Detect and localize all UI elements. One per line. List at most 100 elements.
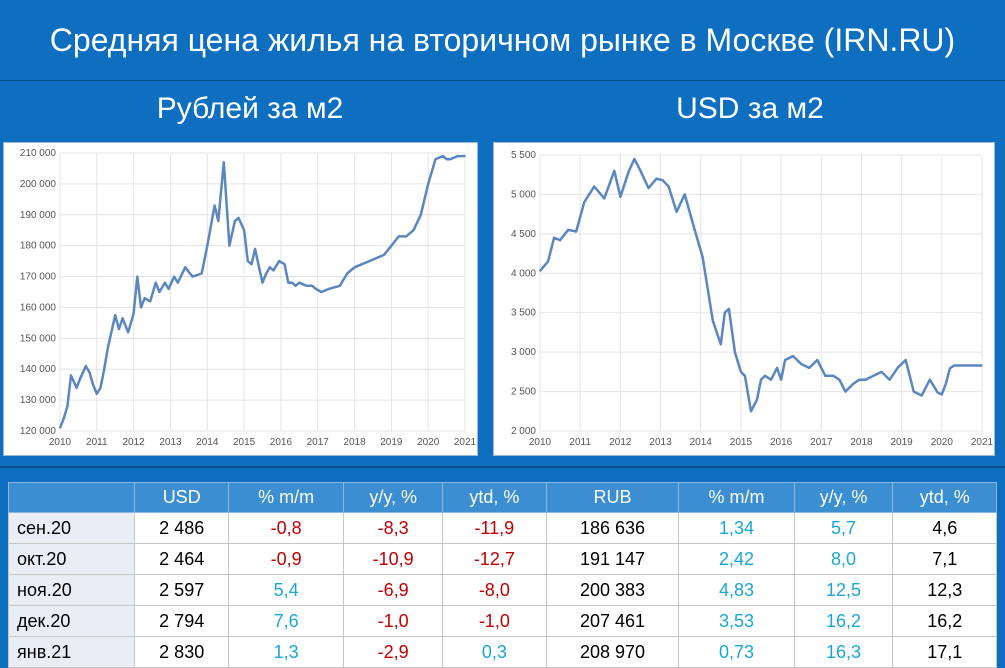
data-point — [639, 170, 642, 172]
data-point — [269, 266, 271, 269]
table-cell: 0,73 — [678, 636, 795, 668]
x-tick-label: 2011 — [86, 437, 108, 448]
data-point — [315, 288, 317, 290]
y-tick-label: 210 000 — [20, 148, 57, 159]
data-point — [464, 155, 466, 157]
data-point — [114, 314, 116, 316]
data-point — [633, 158, 636, 160]
data-point — [375, 257, 378, 259]
table-cell: -11,9 — [442, 512, 547, 544]
table-cell: 207 461 — [545, 605, 680, 637]
table-cell: 200 383 — [545, 574, 680, 606]
data-point — [420, 214, 422, 216]
data-point — [92, 383, 94, 386]
data-point — [963, 364, 965, 367]
data-point — [816, 359, 819, 361]
data-point — [346, 272, 349, 275]
data-point — [734, 351, 736, 353]
table-cell: 2 464 — [134, 543, 230, 575]
data-point — [434, 158, 437, 160]
table-cell: 186 636 — [545, 512, 680, 544]
data-point — [912, 390, 915, 393]
x-tick-label: 2014 — [196, 437, 219, 448]
data-point — [728, 308, 730, 310]
data-point — [740, 371, 742, 373]
data-point — [164, 281, 166, 284]
data-point — [941, 393, 943, 396]
data-point — [655, 177, 658, 180]
data-point — [675, 211, 678, 213]
data-point — [792, 355, 794, 357]
data-point — [683, 193, 686, 196]
table-cell: -0,8 — [228, 512, 345, 544]
table-cell: 2 830 — [134, 636, 230, 668]
data-point — [154, 281, 157, 284]
subtitle-usd: USD за м2 — [676, 92, 824, 125]
data-point — [405, 235, 407, 238]
data-point — [896, 367, 899, 369]
y-tick-label: 150 000 — [20, 333, 57, 344]
x-tick-label: 2020 — [931, 437, 954, 448]
data-point — [361, 263, 363, 265]
data-point — [234, 220, 236, 222]
data-point — [320, 291, 323, 293]
table-row: янв.21 2 830 1,3 -2,9 0,3 208 970 0,73 16,3 17,1 — [7, 636, 997, 668]
x-tick-label: 2014 — [690, 437, 713, 448]
data-point — [237, 217, 240, 219]
data-point — [339, 285, 341, 287]
data-point — [427, 183, 430, 185]
table-cell: 7,1 — [892, 543, 997, 575]
data-point — [784, 359, 786, 361]
data-point — [575, 230, 577, 233]
data-point — [66, 405, 69, 408]
page-title: Средняя цена жилья на вторичном рынке в … — [0, 0, 1005, 81]
table-header-cell: % m/m — [678, 482, 795, 513]
data-point — [250, 263, 253, 265]
x-tick-label: 2017 — [307, 437, 330, 448]
data-point — [311, 285, 314, 287]
data-point — [158, 291, 161, 293]
section-divider — [0, 466, 1005, 468]
data-point — [838, 378, 841, 381]
data-point — [553, 237, 555, 239]
data-point — [567, 229, 569, 231]
data-point — [368, 260, 371, 262]
series-line — [539, 157, 982, 413]
x-tick-label: 2018 — [850, 437, 873, 448]
x-tick-label: 2019 — [891, 437, 914, 448]
data-point — [969, 364, 971, 367]
table-body: сен.20 2 486 -0,8 -8,3 -11,9 186 636 1,34 5,7 4,… — [7, 512, 997, 668]
x-tick-label: 2010 — [529, 437, 552, 448]
y-tick-label: 3 500 — [511, 308, 536, 319]
data-point — [167, 288, 170, 290]
table-header-cell: y/y, % — [343, 482, 444, 513]
y-tick-label: 160 000 — [20, 302, 57, 313]
data-point — [177, 281, 179, 284]
data-point — [99, 387, 102, 389]
data-point — [603, 197, 606, 200]
data-point — [872, 375, 875, 377]
table-cell: 8,0 — [793, 543, 894, 575]
data-point — [272, 269, 275, 272]
data-point — [397, 235, 400, 238]
data-point — [442, 155, 444, 157]
series-line — [58, 154, 465, 429]
data-point — [79, 377, 81, 380]
y-tick-label: 2 000 — [511, 426, 536, 437]
y-tick-label: 190 000 — [20, 210, 57, 221]
data-point — [945, 383, 947, 385]
y-tick-label: 170 000 — [20, 272, 57, 283]
x-tick-label: 2018 — [343, 437, 366, 448]
data-point — [824, 375, 827, 377]
data-point — [247, 260, 249, 262]
y-tick-label: 2 500 — [511, 387, 536, 398]
y-tick-label: 4 000 — [511, 268, 536, 279]
data-point — [103, 368, 105, 370]
table-header-cell: ytd, % — [892, 482, 997, 513]
data-point — [453, 156, 455, 159]
data-point — [256, 257, 258, 259]
data-point — [800, 363, 802, 365]
table-cell: -8,0 — [442, 574, 547, 606]
data-point — [298, 281, 301, 284]
data-point — [760, 378, 762, 381]
